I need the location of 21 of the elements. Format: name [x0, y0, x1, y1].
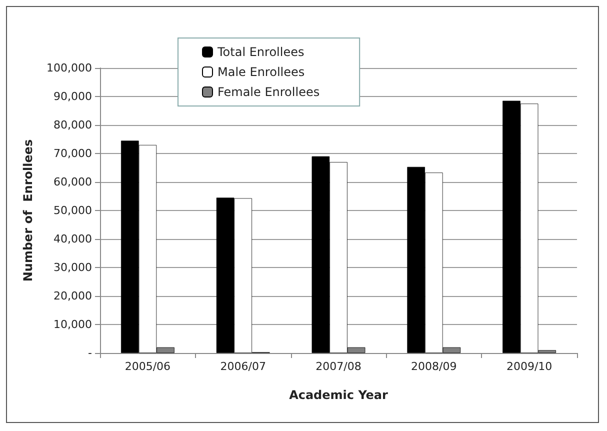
y-tick-label: 70,000	[54, 147, 92, 160]
x-tick-label: 2007/08	[316, 360, 362, 373]
y-tick-label: 80,000	[54, 118, 92, 132]
y-axis-title: Number of Enrollees	[21, 139, 35, 282]
y-tick-label: 100,000	[46, 62, 92, 74]
y-tick-label: 90,000	[54, 90, 92, 103]
y-tick-label: 40,000	[54, 232, 92, 246]
y-tick-label: 30,000	[54, 261, 92, 274]
legend-label: Female Enrollees	[218, 85, 320, 99]
x-axis-title: Academic Year	[289, 388, 388, 402]
y-tick-label: 10,000	[54, 318, 92, 331]
y-tick-label: -	[88, 346, 92, 360]
y-tick-label: 20,000	[54, 290, 92, 302]
legend-label: Male Enrollees	[218, 65, 305, 79]
x-tick-label: 2009/10	[506, 360, 552, 373]
legend-label: Total Enrollees	[216, 45, 304, 59]
x-tick-label: 2008/09	[411, 360, 457, 373]
y-tick-label: 60,000	[54, 176, 92, 188]
x-tick-label: 2005/06	[124, 360, 171, 373]
y-tick-label: 50,000	[54, 204, 92, 217]
x-tick-label: 2006/07	[220, 360, 266, 373]
